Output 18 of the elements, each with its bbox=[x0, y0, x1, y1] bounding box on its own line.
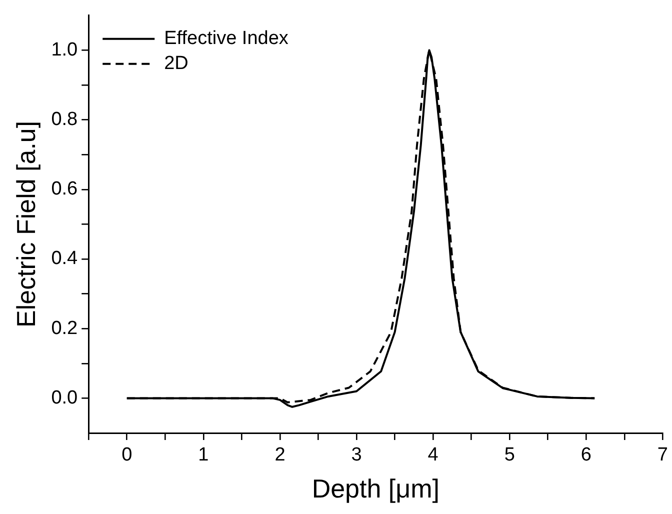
legend-label: 2D bbox=[164, 53, 188, 74]
x-tick-label: 2 bbox=[274, 444, 286, 466]
y-tick-label: 0.2 bbox=[51, 318, 78, 339]
y-tick-label: 0.4 bbox=[51, 248, 78, 270]
y-tick-label: 0.8 bbox=[51, 109, 78, 130]
y-tick-label: 1.0 bbox=[51, 39, 78, 60]
x-tick-label: 1 bbox=[198, 444, 209, 466]
y-axis-title: Electric Field [a.u] bbox=[10, 120, 41, 328]
y-tick-label: 0.6 bbox=[51, 178, 78, 200]
x-tick-label: 6 bbox=[580, 444, 592, 466]
x-axis-title: Depth [μm] bbox=[312, 474, 440, 504]
x-tick-label: 3 bbox=[351, 444, 362, 466]
y-tick-label: 0.0 bbox=[51, 387, 78, 408]
legend-label: Effective Index bbox=[164, 28, 289, 50]
x-tick-label: 7 bbox=[657, 444, 668, 466]
x-tick-label: 4 bbox=[428, 444, 439, 466]
x-tick-label: 5 bbox=[504, 444, 515, 466]
x-tick-label: 0 bbox=[122, 444, 132, 466]
